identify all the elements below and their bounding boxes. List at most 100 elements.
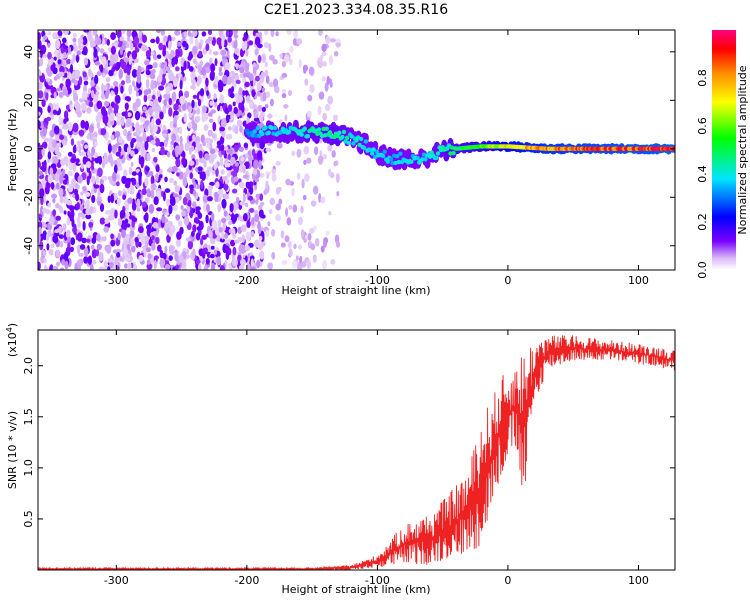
noise-pixel (51, 193, 58, 199)
noise-pixel (199, 60, 204, 67)
noise-pixel (217, 203, 221, 213)
noise-pixel (41, 163, 47, 173)
noise-pixel (209, 181, 215, 186)
y-tick-label: -40 (22, 237, 35, 255)
noise-pixel (85, 98, 89, 106)
noise-pixel (254, 213, 260, 223)
noise-pixel (135, 98, 141, 108)
noise-pixel (107, 266, 111, 270)
x-tick-label: -100 (365, 574, 390, 587)
ridge-pixel (324, 126, 329, 131)
noise-pixel (307, 94, 313, 102)
noise-pixel (80, 119, 86, 129)
noise-pixel (275, 161, 281, 166)
noise-pixel (115, 248, 122, 254)
noise-pixel (97, 190, 101, 199)
noise-pixel (119, 209, 126, 219)
ridge-pixel (252, 129, 257, 134)
noise-pixel (147, 94, 152, 101)
noise-pixel (212, 121, 217, 132)
noise-pixel (221, 117, 227, 128)
snr-series-line (38, 335, 675, 570)
noise-pixel (39, 188, 45, 198)
noise-pixel (128, 166, 133, 175)
noise-pixel (116, 197, 121, 207)
noise-pixel (152, 222, 159, 229)
noise-pixel (158, 141, 165, 147)
noise-pixel (218, 71, 224, 76)
noise-pixel (152, 103, 157, 112)
noise-pixel (231, 188, 238, 194)
noise-pixel (259, 193, 264, 201)
noise-pixel (77, 144, 82, 154)
noise-pixel (113, 103, 119, 112)
noise-pixel (187, 239, 194, 250)
noise-pixel (117, 218, 123, 227)
noise-pixel (166, 229, 170, 235)
colorbar-tick-label: 0.2 (696, 213, 709, 231)
noise-pixel (175, 196, 180, 204)
noise-pixel (249, 266, 256, 270)
noise-pixel (242, 36, 248, 42)
x-tick-label: 0 (504, 274, 511, 287)
noise-pixel (39, 123, 44, 129)
noise-pixel (47, 174, 53, 184)
noise-pixel (207, 185, 214, 191)
noise-pixel (296, 38, 303, 45)
noise-pixel (268, 208, 273, 215)
noise-pixel (322, 154, 327, 160)
ridge-pixel (260, 131, 265, 137)
noise-pixel (126, 112, 132, 117)
noise-pixel (256, 194, 261, 201)
noise-pixel (122, 194, 126, 200)
noise-pixel (182, 151, 186, 159)
noise-pixel (79, 244, 86, 250)
noise-pixel (38, 183, 42, 189)
noise-pixel (223, 193, 230, 200)
noise-pixel (85, 199, 90, 210)
noise-pixel (85, 192, 91, 197)
noise-pixel (283, 104, 289, 109)
noise-pixel (131, 50, 138, 60)
noise-pixel (123, 169, 128, 177)
noise-pixel (192, 224, 197, 233)
noise-pixel (205, 39, 211, 45)
noise-pixel (153, 259, 157, 270)
noise-pixel (191, 78, 196, 86)
noise-pixel (72, 122, 79, 133)
noise-pixel (284, 114, 288, 122)
noise-pixel (181, 157, 186, 166)
noise-pixel (194, 38, 199, 48)
noise-pixel (73, 79, 78, 86)
noise-pixel (209, 100, 214, 106)
noise-pixel (271, 168, 277, 174)
noise-pixel (88, 101, 94, 108)
noise-pixel (76, 50, 81, 56)
noise-pixel (58, 234, 65, 240)
noise-pixel (198, 43, 202, 50)
noise-pixel (201, 31, 207, 37)
noise-pixel (220, 49, 227, 56)
ridge-pixel (363, 139, 369, 144)
noise-pixel (76, 202, 80, 210)
noise-pixel (275, 31, 279, 37)
noise-pixel (99, 217, 106, 225)
noise-pixel (92, 132, 98, 137)
noise-pixel (127, 262, 132, 270)
noise-pixel (197, 263, 202, 270)
noise-pixel (240, 224, 247, 232)
noise-pixel (150, 175, 155, 186)
noise-pixel (63, 110, 69, 120)
noise-pixel (191, 248, 196, 258)
noise-pixel (208, 112, 212, 117)
noise-pixel (330, 38, 336, 43)
noise-pixel (175, 66, 180, 72)
noise-pixel (208, 230, 213, 239)
x-tick-label: 100 (628, 574, 649, 587)
y-tick-label: -20 (22, 188, 35, 206)
noise-pixel (55, 182, 60, 190)
noise-pixel (94, 74, 99, 85)
noise-pixel (246, 220, 251, 228)
noise-pixel (143, 248, 147, 258)
noise-pixel (236, 119, 243, 128)
